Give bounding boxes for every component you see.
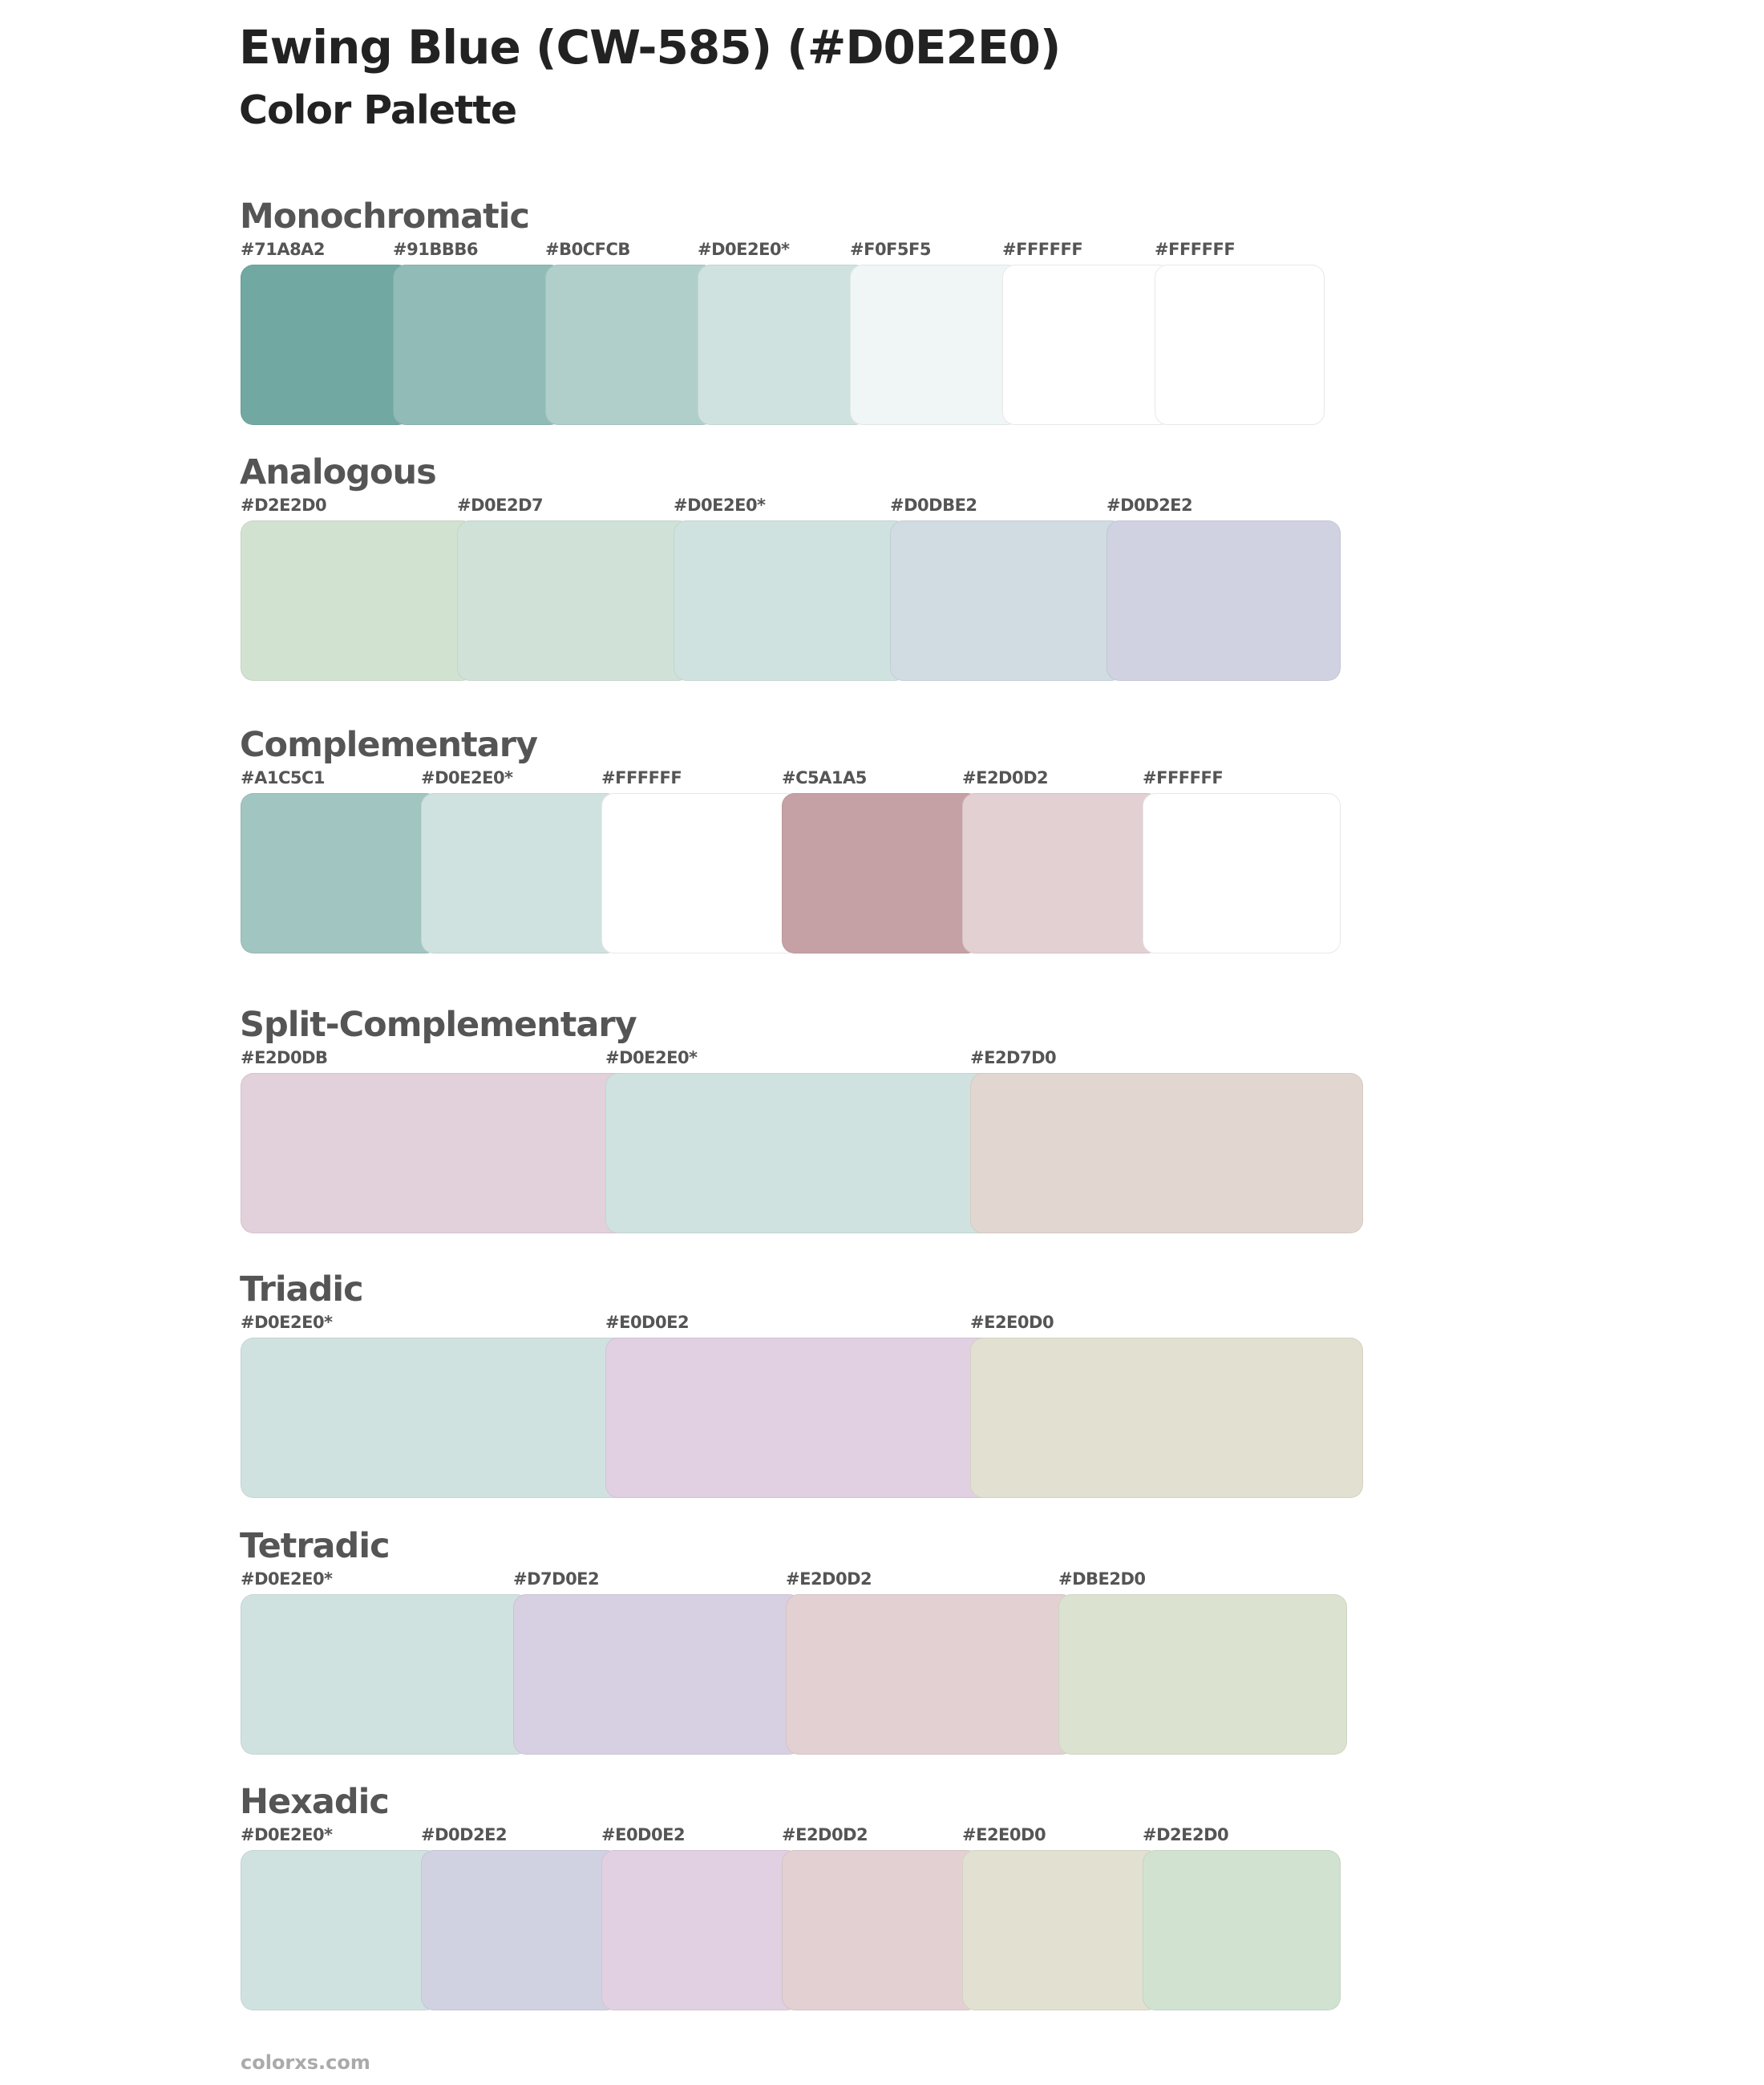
section-heading: Analogous: [240, 452, 437, 492]
hex-label: #A1C5C1: [241, 768, 326, 787]
swatch-box[interactable]: [241, 1073, 633, 1233]
hex-label: #FFFFFF: [601, 768, 682, 787]
page-title: Ewing Blue (CW-585) (#D0E2E0): [239, 20, 1061, 75]
section-heading: Split-Complementary: [240, 1005, 637, 1045]
page-subtitle: Color Palette: [239, 87, 517, 133]
hex-label: #FFFFFF: [1002, 240, 1083, 259]
swatch-box[interactable]: [241, 1594, 529, 1755]
hex-label: #F0F5F5: [850, 240, 931, 259]
hex-label: #D0E2E0*: [241, 1825, 333, 1844]
swatch-row: #71A8A2 #91BBB6 #B0CFCB #D0E2E0* #F0F5F5…: [241, 237, 1403, 438]
hex-label: #DBE2D0: [1058, 1569, 1146, 1589]
swatch-box[interactable]: [605, 1338, 998, 1498]
hex-label: #E2D0DB: [241, 1048, 328, 1067]
swatch-box[interactable]: [782, 793, 980, 953]
swatch-box[interactable]: [698, 265, 868, 425]
section-heading: Hexadic: [240, 1782, 390, 1822]
hex-label: #D0E2E0*: [698, 240, 790, 259]
swatch-row: #D0E2E0* #D0D2E2 #E0D0E2 #E2D0D2 #E2E0D0…: [241, 1823, 1403, 2023]
swatch-box[interactable]: [421, 1850, 619, 2010]
hex-label: #D0E2E0*: [605, 1048, 698, 1067]
hex-label: #D2E2D0: [1143, 1825, 1229, 1844]
swatch-box[interactable]: [601, 1850, 799, 2010]
swatch-box[interactable]: [1002, 265, 1172, 425]
hex-label: #D2E2D0: [241, 496, 327, 515]
swatch-box[interactable]: [241, 265, 411, 425]
section-heading: Monochromatic: [240, 196, 530, 237]
hex-label: #D0E2E0*: [241, 1313, 333, 1332]
hex-label: #E2E0D0: [970, 1313, 1054, 1332]
swatch-row: #A1C5C1 #D0E2E0* #FFFFFF #C5A1A5 #E2D0D2…: [241, 766, 1403, 966]
swatch-box[interactable]: [786, 1594, 1074, 1755]
swatch-box[interactable]: [1143, 1850, 1341, 2010]
swatch-box[interactable]: [970, 1338, 1363, 1498]
hex-label: #E2E0D0: [962, 1825, 1046, 1844]
swatch-box[interactable]: [601, 793, 799, 953]
hex-label: #E2D0D2: [786, 1569, 872, 1589]
hex-label: #E0D0E2: [601, 1825, 686, 1844]
swatch-box[interactable]: [421, 793, 619, 953]
hex-label: #D0E2E0*: [674, 496, 766, 515]
section-heading: Tetradic: [240, 1526, 390, 1566]
section-complementary: Complementary #A1C5C1 #D0E2E0* #FFFFFF #…: [240, 724, 1403, 966]
hex-label: #91BBB6: [393, 240, 478, 259]
section-tetradic: Tetradic #D0E2E0* #D7D0E2 #E2D0D2 #DBE2D…: [240, 1525, 1403, 1767]
swatch-box[interactable]: [970, 1073, 1363, 1233]
section-triadic: Triadic #D0E2E0* #E0D0E2 #E2E0D0: [240, 1269, 1403, 1511]
hex-label: #E2D7D0: [970, 1048, 1057, 1067]
section-hexadic: Hexadic #D0E2E0* #D0D2E2 #E0D0E2 #E2D0D2…: [240, 1781, 1403, 2023]
swatch-box[interactable]: [962, 793, 1160, 953]
hex-label: #D0D2E2: [1107, 496, 1193, 515]
swatch-box[interactable]: [674, 520, 908, 681]
footer-site-link[interactable]: colorxs.com: [241, 2051, 370, 2074]
swatch-box[interactable]: [241, 1338, 633, 1498]
swatch-box[interactable]: [782, 1850, 980, 2010]
hex-label: #D0D2E2: [421, 1825, 508, 1844]
hex-label: #E0D0E2: [605, 1313, 690, 1332]
swatch-box[interactable]: [241, 520, 475, 681]
swatch-box[interactable]: [1143, 793, 1341, 953]
hex-label: #D0E2E0*: [241, 1569, 333, 1589]
swatch-box[interactable]: [1107, 520, 1341, 681]
swatch-box[interactable]: [850, 265, 1020, 425]
swatch-box[interactable]: [890, 520, 1124, 681]
swatch-box[interactable]: [1058, 1594, 1347, 1755]
swatch-row: #D0E2E0* #D7D0E2 #E2D0D2 #DBE2D0: [241, 1567, 1403, 1767]
hex-label: #C5A1A5: [782, 768, 867, 787]
swatch-box[interactable]: [393, 265, 563, 425]
hex-label: #D0E2E0*: [421, 768, 513, 787]
swatch-row: #D0E2E0* #E0D0E2 #E2E0D0: [241, 1310, 1403, 1511]
swatch-box[interactable]: [605, 1073, 998, 1233]
section-analogous: Analogous #D2E2D0 #D0E2D7 #D0E2E0* #D0DB…: [240, 451, 1403, 694]
section-heading: Complementary: [240, 725, 538, 765]
section-heading: Triadic: [240, 1269, 364, 1310]
swatch-box[interactable]: [241, 793, 439, 953]
swatch-box[interactable]: [241, 1850, 439, 2010]
section-monochromatic: Monochromatic #71A8A2 #91BBB6 #B0CFCB #D…: [240, 196, 1403, 438]
swatch-box[interactable]: [457, 520, 691, 681]
swatch-box[interactable]: [545, 265, 715, 425]
hex-label: #E2D0D2: [782, 1825, 868, 1844]
hex-label: #FFFFFF: [1155, 240, 1236, 259]
hex-label: #71A8A2: [241, 240, 326, 259]
swatch-box[interactable]: [962, 1850, 1160, 2010]
swatch-row: #D2E2D0 #D0E2D7 #D0E2E0* #D0DBE2 #D0D2E2: [241, 493, 1403, 694]
hex-label: #FFFFFF: [1143, 768, 1224, 787]
hex-label: #D0E2D7: [457, 496, 544, 515]
section-split-complementary: Split-Complementary #E2D0DB #D0E2E0* #E2…: [240, 1004, 1403, 1246]
swatch-box[interactable]: [1155, 265, 1325, 425]
hex-label: #D0DBE2: [890, 496, 977, 515]
swatch-box[interactable]: [513, 1594, 802, 1755]
hex-label: #E2D0D2: [962, 768, 1049, 787]
hex-label: #B0CFCB: [545, 240, 630, 259]
swatch-row: #E2D0DB #D0E2E0* #E2D7D0: [241, 1046, 1403, 1246]
hex-label: #D7D0E2: [513, 1569, 600, 1589]
